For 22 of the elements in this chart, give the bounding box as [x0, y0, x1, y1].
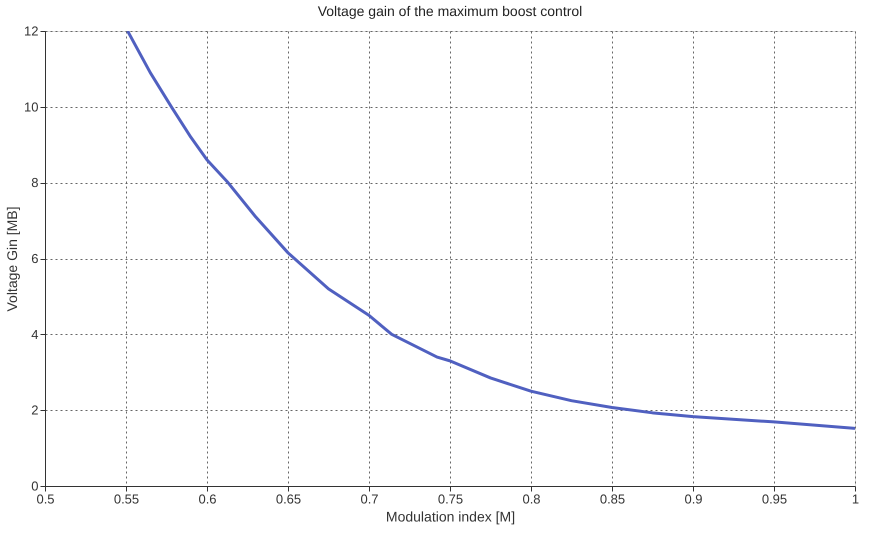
y-tick-label: 0 [31, 478, 38, 494]
y-tick-label: 2 [31, 402, 38, 418]
x-tick-label: 0.95 [762, 492, 788, 506]
x-tick-label: 0.75 [438, 492, 464, 506]
y-tick-label: 12 [24, 24, 38, 38]
y-tick-label: 6 [31, 251, 38, 266]
line-series [126, 31, 855, 430]
x-tick-label: 0.7 [360, 492, 379, 506]
x-tick-label: 0.9 [684, 492, 703, 506]
x-tick-label: 0.5 [36, 492, 55, 506]
x-tick-label: 0.6 [198, 492, 217, 506]
y-tick-label: 8 [31, 175, 38, 190]
x-axis-title: Modulation index [M] [386, 508, 516, 524]
x-tick-label: 0.8 [522, 492, 541, 506]
y-tick-label: 10 [24, 99, 38, 114]
x-tick-label: 1 [852, 492, 860, 506]
x-tick-label: 0.85 [600, 492, 626, 506]
y-tick-label: 4 [31, 326, 38, 342]
x-tick-label: 0.55 [114, 492, 140, 506]
x-tick-label: 0.65 [276, 492, 302, 506]
y-axis-title: Voltage Gin [MB] [4, 206, 20, 312]
chart-title: Voltage gain of the maximum boost control [318, 3, 582, 19]
